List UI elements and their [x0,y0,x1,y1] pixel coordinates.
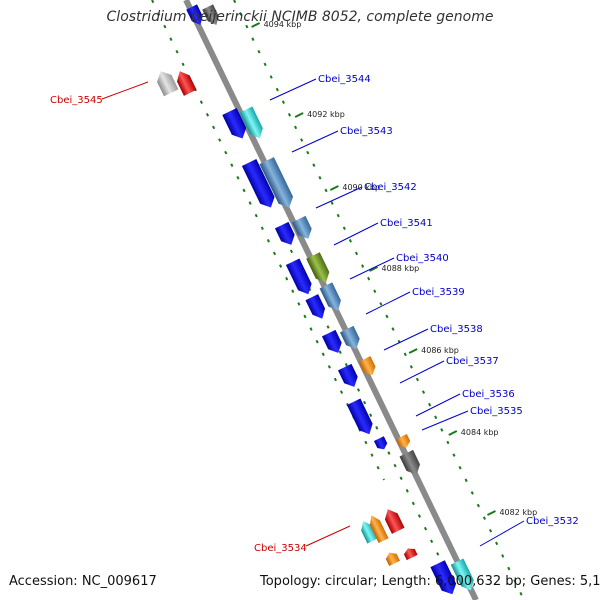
gene-label: Cbei_3537 [446,356,499,367]
label-leader [305,525,351,547]
gene-label: Cbei_3543 [340,126,393,137]
gene-feature-12 [306,252,330,283]
scale-label: 4084 kbp [461,428,499,437]
label-leader [269,78,317,101]
scale-tick [294,112,304,118]
gene-label: Cbei_3539 [412,287,465,298]
gene-feature-26 [385,552,401,567]
label-leader [349,257,395,280]
gene-feature-8 [259,157,294,208]
dots-outer [233,0,525,600]
gene-feature-25 [384,509,405,534]
gene-label: Cbei_3534 [254,543,307,554]
label-leader-lines [101,78,525,547]
gene-feature-22 [399,449,420,475]
scale-tick [329,185,339,191]
genome-title: Clostridium beijerinckii NCIMB 8052, com… [106,9,494,25]
gene-label: Cbei_3532 [526,516,579,527]
label-leader [333,222,379,246]
gene-label: Cbei_3544 [318,74,371,85]
gene-feature-2 [202,4,219,26]
gene-label: Cbei_3541 [380,218,433,229]
accession-text: Accession: NC_009617 [9,574,157,589]
gene-label: Cbei_3535 [470,406,523,417]
label-leader [315,186,363,209]
gene-feature-6 [239,106,263,139]
gene-feature-15 [321,329,342,353]
dots-inner-far [151,0,385,481]
gene-feature-17 [337,363,358,387]
label-leader [383,328,429,351]
gene-feature-19 [346,398,373,435]
scale-label: 4088 kbp [382,264,420,273]
label-leader [291,130,339,153]
gene-feature-21 [395,433,411,448]
scale-tick [369,266,378,272]
gene-feature-9 [274,221,295,245]
label-leader [415,393,461,417]
gene-feature-11 [285,258,312,295]
scale-tick [408,348,418,354]
gene-label: Cbei_3536 [462,389,515,400]
gene-feature-16 [339,325,360,349]
gene-label: Cbei_3538 [430,324,483,335]
gene-feature-20 [373,436,388,450]
scale-tick [251,22,261,28]
gene-feature-13 [305,294,326,319]
gene-feature-27 [403,548,418,561]
label-leader [479,520,525,547]
scale-tick [448,430,458,436]
gene-labels: Cbei_3545 Cbei_3544 Cbei_3543 Cbei_3542 Cbei… [50,74,579,554]
gene-features [157,4,474,595]
gene-feature-18 [358,356,376,376]
label-leader [421,410,469,431]
gene-label: Cbei_3540 [396,253,449,264]
gene-feature-5 [222,108,247,139]
scale-label: 4092 kbp [307,110,345,119]
scale-tick [487,510,496,516]
scale-label: 4094 kbp [264,20,302,29]
gene-feature-23 [361,521,379,544]
gene-feature-7 [241,159,275,208]
scale-label: 4086 kbp [421,346,459,355]
label-leader [399,360,445,384]
label-leader [365,291,411,315]
gene-feature-4 [176,71,197,96]
gene-feature-10 [291,215,312,239]
gene-feature-14 [319,282,341,311]
gene-feature-1 [186,4,203,26]
scale-label: 4082 kbp [499,508,537,517]
gene-feature-29 [450,558,474,591]
gene-label: Cbei_3542 [364,182,417,193]
gene-feature-3 [157,71,179,97]
gene-label: Cbei_3545 [50,95,103,106]
gene-feature-24 [369,515,389,543]
gene-feature-28 [430,560,457,595]
topology-summary: Topology: circular; Length: 6,000,632 bp… [260,574,600,589]
label-leader [101,81,149,100]
